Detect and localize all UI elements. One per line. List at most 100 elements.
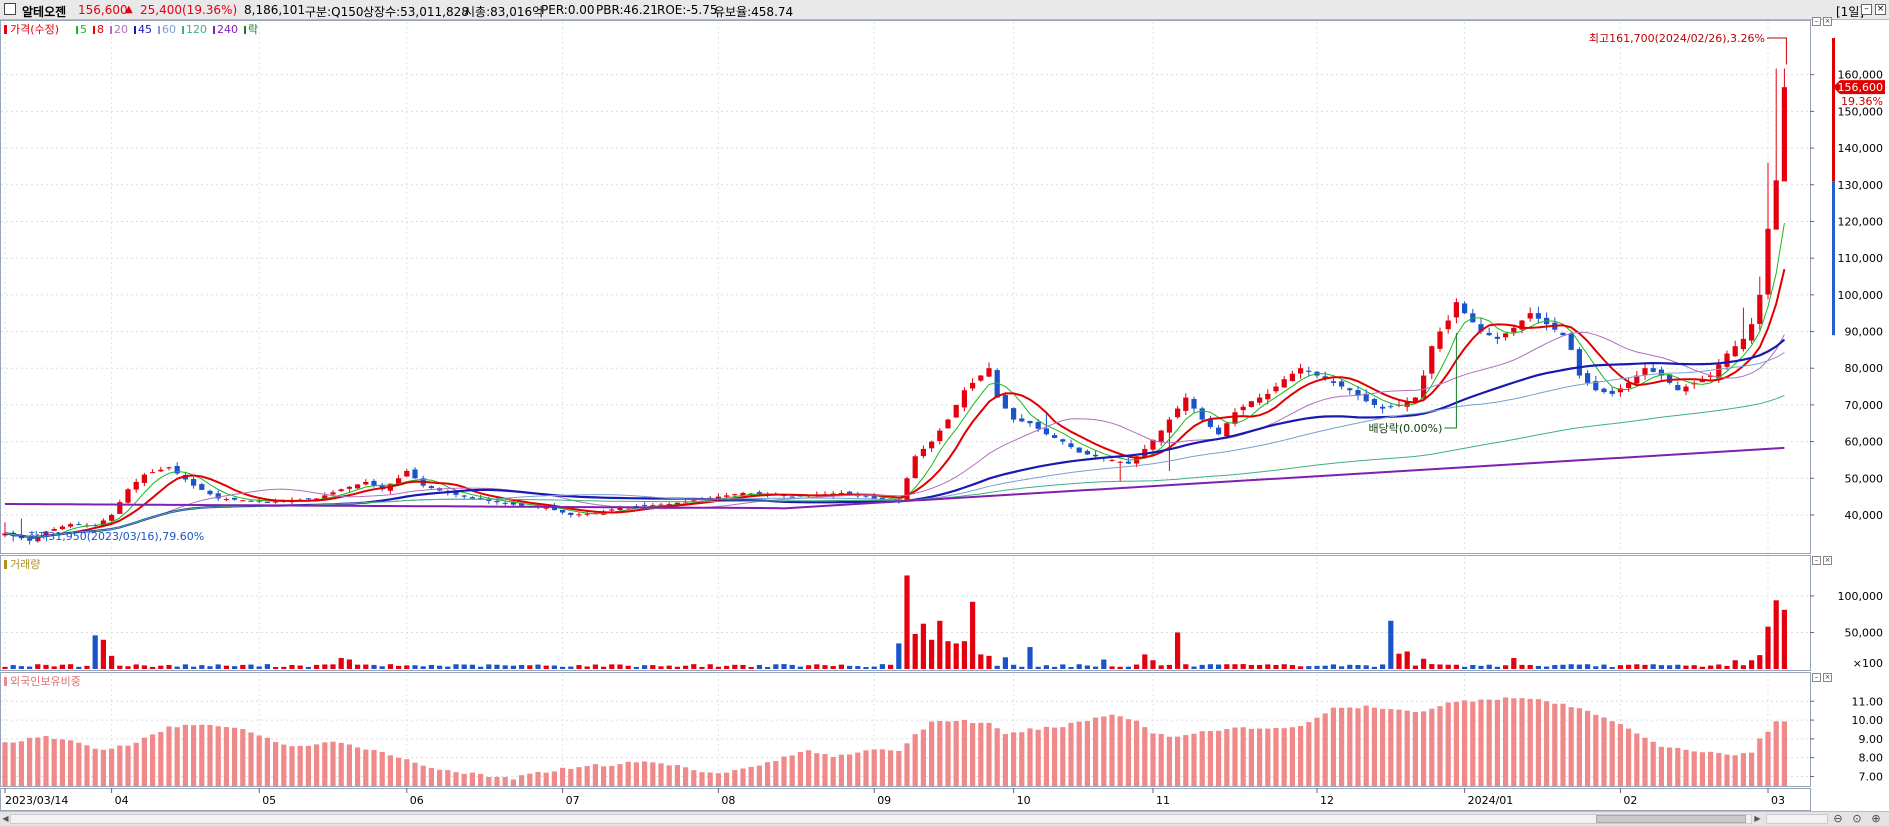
scroll-right-icon[interactable]: ▶ — [1754, 814, 1761, 823]
foreign-ratio-bar — [904, 743, 910, 786]
volume-bar — [281, 666, 287, 669]
volume-pane-minimize-icon[interactable]: – — [1812, 556, 1821, 565]
stock-chart: 40,000 50,000 60,000 70,000 80,000 90,000 100,… — [0, 20, 1885, 811]
candle — [1576, 347, 1582, 379]
candle — [59, 525, 65, 531]
legend-price-label: 가격(수정) — [10, 23, 59, 36]
volume-bar — [1511, 658, 1517, 669]
close-icon[interactable]: × — [1875, 4, 1886, 15]
volume-bar — [1773, 600, 1779, 669]
foreign-ratio-bar — [1740, 753, 1746, 786]
foreign-ratio-bar — [1560, 703, 1566, 786]
volume-bar — [453, 664, 459, 669]
foreign-ratio-bar — [117, 745, 123, 786]
candle — [1027, 420, 1033, 427]
foreign-ratio-bar — [1158, 733, 1164, 786]
foreign-pane-close-icon[interactable]: × — [1823, 673, 1832, 682]
legend-ma-label: 20 — [114, 23, 128, 36]
volume-bar — [1683, 665, 1689, 669]
period-label[interactable]: [1일] — [1836, 5, 1865, 19]
zoom-slider[interactable] — [1766, 814, 1828, 824]
volume-bar — [1076, 664, 1082, 669]
volume-bar — [322, 664, 328, 669]
zoom-reset-icon[interactable]: ⊙ — [1852, 812, 1862, 825]
price-y-tick-label: 100,000 — [1838, 289, 1884, 302]
candle — [920, 445, 926, 459]
foreign-ratio-bar — [240, 729, 246, 786]
volume-bar — [289, 664, 295, 669]
foreign-ratio-bar — [592, 764, 598, 786]
volume-bar — [543, 665, 549, 669]
candle — [838, 490, 844, 495]
dividend-annotation: 배당락(0.00%) — [1369, 422, 1443, 435]
foreign-ratio-bar — [674, 765, 680, 786]
candle — [428, 485, 434, 489]
x-tick-label: 2024/01 — [1468, 794, 1514, 807]
foreign-ratio-bar — [1421, 711, 1427, 786]
foreign-ratio-bar — [51, 738, 57, 786]
foreign-ratio-bar — [355, 747, 361, 786]
price-pane-close-icon[interactable]: × — [1823, 17, 1832, 26]
candle — [1421, 370, 1427, 400]
volume-bar — [1609, 667, 1615, 669]
volume-bar — [338, 658, 344, 669]
checkbox[interactable] — [4, 3, 16, 15]
price-y-tick-label: 160,000 — [1838, 69, 1884, 82]
zoom-out-icon[interactable]: ⊖ — [1833, 812, 1843, 825]
volume-bar — [117, 665, 123, 669]
volume-bar — [1134, 664, 1140, 669]
foreign-ratio-bar — [765, 762, 771, 786]
foreign-ratio-bar — [1199, 731, 1205, 786]
foreign-ratio-bar — [1716, 752, 1722, 786]
foreign-ratio-bar — [1511, 698, 1517, 786]
candle — [1068, 439, 1074, 449]
volume-bar — [789, 664, 795, 669]
foreign-ratio-bar — [732, 770, 738, 786]
candle — [223, 497, 229, 502]
volume-bar — [1068, 666, 1074, 669]
foreign-ratio-bar — [830, 756, 836, 786]
x-axis-panel — [0, 788, 1811, 811]
volume-bar — [584, 666, 590, 669]
volume-bar — [1355, 665, 1361, 669]
volume-bar — [1101, 659, 1107, 669]
volume-bar — [1576, 664, 1582, 669]
x-tick-label: 07 — [566, 794, 580, 807]
minimize-icon[interactable]: – — [1861, 4, 1872, 15]
foreign-ratio-bar — [1658, 746, 1664, 786]
foreign-ratio-bar — [1486, 699, 1492, 786]
candle — [1158, 429, 1164, 446]
foreign-ratio-bar — [1068, 722, 1074, 786]
foreign-ratio-bar — [437, 769, 443, 786]
candle — [1453, 298, 1459, 324]
volume-bar — [945, 641, 951, 669]
volume-pane-close-icon[interactable]: × — [1823, 556, 1832, 565]
scroll-thumb[interactable] — [1596, 815, 1746, 823]
volume-bar — [1453, 664, 1459, 669]
foreign-ratio-bar — [1634, 733, 1640, 786]
low-annotation: 최저31,950(2023/03/16),79.60% — [28, 530, 204, 543]
zoom-in-icon[interactable]: ⊕ — [1871, 812, 1881, 825]
foreign-ratio-bar — [68, 740, 74, 786]
foreign-ratio-bar — [1248, 728, 1254, 786]
scroll-track[interactable] — [10, 814, 1752, 824]
volume-bar — [133, 664, 139, 669]
volume-bar — [978, 654, 984, 669]
foreign-ratio-bar — [601, 766, 607, 786]
foreign-ratio-bar — [1667, 747, 1673, 786]
foreign-pane-minimize-icon[interactable]: – — [1812, 673, 1821, 682]
price-y-tick-label: 40,000 — [1845, 509, 1884, 522]
foreign-ratio-bar — [838, 754, 844, 786]
x-tick-label: 03 — [1771, 794, 1785, 807]
price-pane-minimize-icon[interactable]: – — [1812, 17, 1821, 26]
volume-bar — [1749, 660, 1755, 669]
scroll-left-icon[interactable]: ◀ — [2, 814, 9, 823]
foreign-ratio-bar — [478, 773, 484, 786]
candle — [945, 418, 951, 429]
volume-bar — [412, 665, 418, 669]
stock-name[interactable]: 알테오젠 — [22, 5, 67, 19]
candle — [1019, 414, 1025, 423]
foreign-ratio-bar — [281, 744, 287, 786]
volume-unit-label: ×100 — [1853, 657, 1883, 670]
volume-bar — [1011, 664, 1017, 669]
